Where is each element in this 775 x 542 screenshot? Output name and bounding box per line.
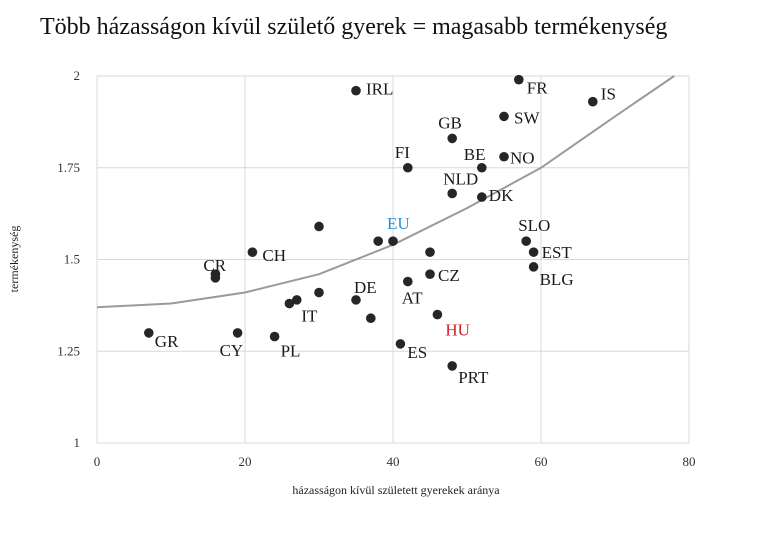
x-tick-label: 20 bbox=[239, 454, 252, 469]
point-label: FR bbox=[527, 79, 548, 98]
data-point bbox=[514, 74, 524, 85]
point-label: EST bbox=[542, 243, 573, 262]
y-tick-label: 1 bbox=[74, 435, 81, 450]
data-point bbox=[351, 85, 361, 96]
data-point bbox=[477, 162, 487, 173]
data-point bbox=[521, 236, 531, 246]
data-point bbox=[447, 133, 458, 144]
trend-curve bbox=[96, 75, 675, 309]
y-axis-label: termékenység bbox=[7, 226, 21, 293]
data-point bbox=[395, 339, 406, 349]
point-label: IRL bbox=[366, 80, 393, 99]
point-label: SLO bbox=[518, 216, 550, 235]
point-label: DK bbox=[489, 186, 514, 205]
data-point bbox=[425, 269, 435, 279]
data-point bbox=[388, 236, 398, 246]
data-point bbox=[432, 309, 443, 320]
point-label: CY bbox=[220, 341, 244, 360]
data-point bbox=[528, 262, 539, 272]
data-point bbox=[528, 247, 539, 257]
point-label: NLD bbox=[443, 169, 478, 188]
data-point bbox=[499, 151, 509, 162]
y-tick-label: 1.75 bbox=[57, 160, 80, 175]
data-point bbox=[314, 221, 324, 232]
point-label: DE bbox=[354, 278, 377, 297]
point-label: CZ bbox=[438, 266, 460, 285]
point-label: FI bbox=[395, 143, 410, 162]
x-tick-label: 0 bbox=[94, 454, 101, 469]
point-label: AT bbox=[402, 289, 423, 308]
data-point bbox=[144, 328, 154, 338]
data-point bbox=[403, 162, 413, 173]
data-point bbox=[373, 236, 384, 246]
point-label: BE bbox=[464, 145, 486, 164]
data-point bbox=[210, 273, 221, 283]
x-tick-label: 80 bbox=[683, 454, 696, 469]
data-point bbox=[425, 247, 435, 257]
data-point bbox=[403, 276, 413, 287]
data-point bbox=[351, 295, 361, 305]
y-tick-label: 2 bbox=[74, 68, 81, 83]
point-label: HU bbox=[445, 321, 470, 340]
data-point bbox=[447, 188, 458, 199]
point-label: SW bbox=[514, 108, 540, 127]
point-label: GB bbox=[438, 113, 462, 132]
point-label: IS bbox=[601, 85, 616, 104]
data-point bbox=[314, 287, 324, 298]
point-label: ES bbox=[407, 343, 427, 362]
point-label: GR bbox=[155, 332, 179, 351]
data-point bbox=[499, 111, 509, 122]
tick-labels: 0 20 40 60 80 1 1.25 1.5 1.75 2 bbox=[57, 68, 695, 469]
grid-lines bbox=[96, 75, 690, 444]
data-points: IRL FR IS SW GB FI BE NO NLD DK EU SLO EST BLG CR CH CZ A… bbox=[144, 74, 616, 387]
point-label: EU bbox=[387, 214, 410, 233]
point-label: NO bbox=[510, 149, 535, 168]
chart-title: Több házasságon kívül születő gyerek = m… bbox=[40, 14, 668, 40]
x-tick-label: 40 bbox=[387, 454, 400, 469]
data-point bbox=[284, 298, 295, 309]
x-tick-label: 60 bbox=[535, 454, 548, 469]
data-point bbox=[477, 192, 487, 202]
data-point bbox=[366, 313, 376, 324]
x-axis-label: házasságon kívül született gyerekek arán… bbox=[292, 483, 500, 497]
data-point bbox=[447, 361, 458, 371]
point-label: IT bbox=[301, 307, 318, 326]
data-point bbox=[247, 247, 258, 257]
y-tick-label: 1.25 bbox=[57, 343, 80, 358]
data-point bbox=[232, 328, 243, 338]
point-label: CH bbox=[262, 246, 286, 265]
point-label: CR bbox=[203, 256, 226, 275]
data-point bbox=[588, 96, 598, 107]
point-label: PRT bbox=[458, 368, 489, 387]
point-label: PL bbox=[281, 342, 301, 361]
y-tick-label: 1.5 bbox=[64, 252, 80, 267]
data-point bbox=[292, 295, 302, 305]
point-label: BLG bbox=[540, 270, 574, 289]
data-point bbox=[269, 331, 280, 342]
